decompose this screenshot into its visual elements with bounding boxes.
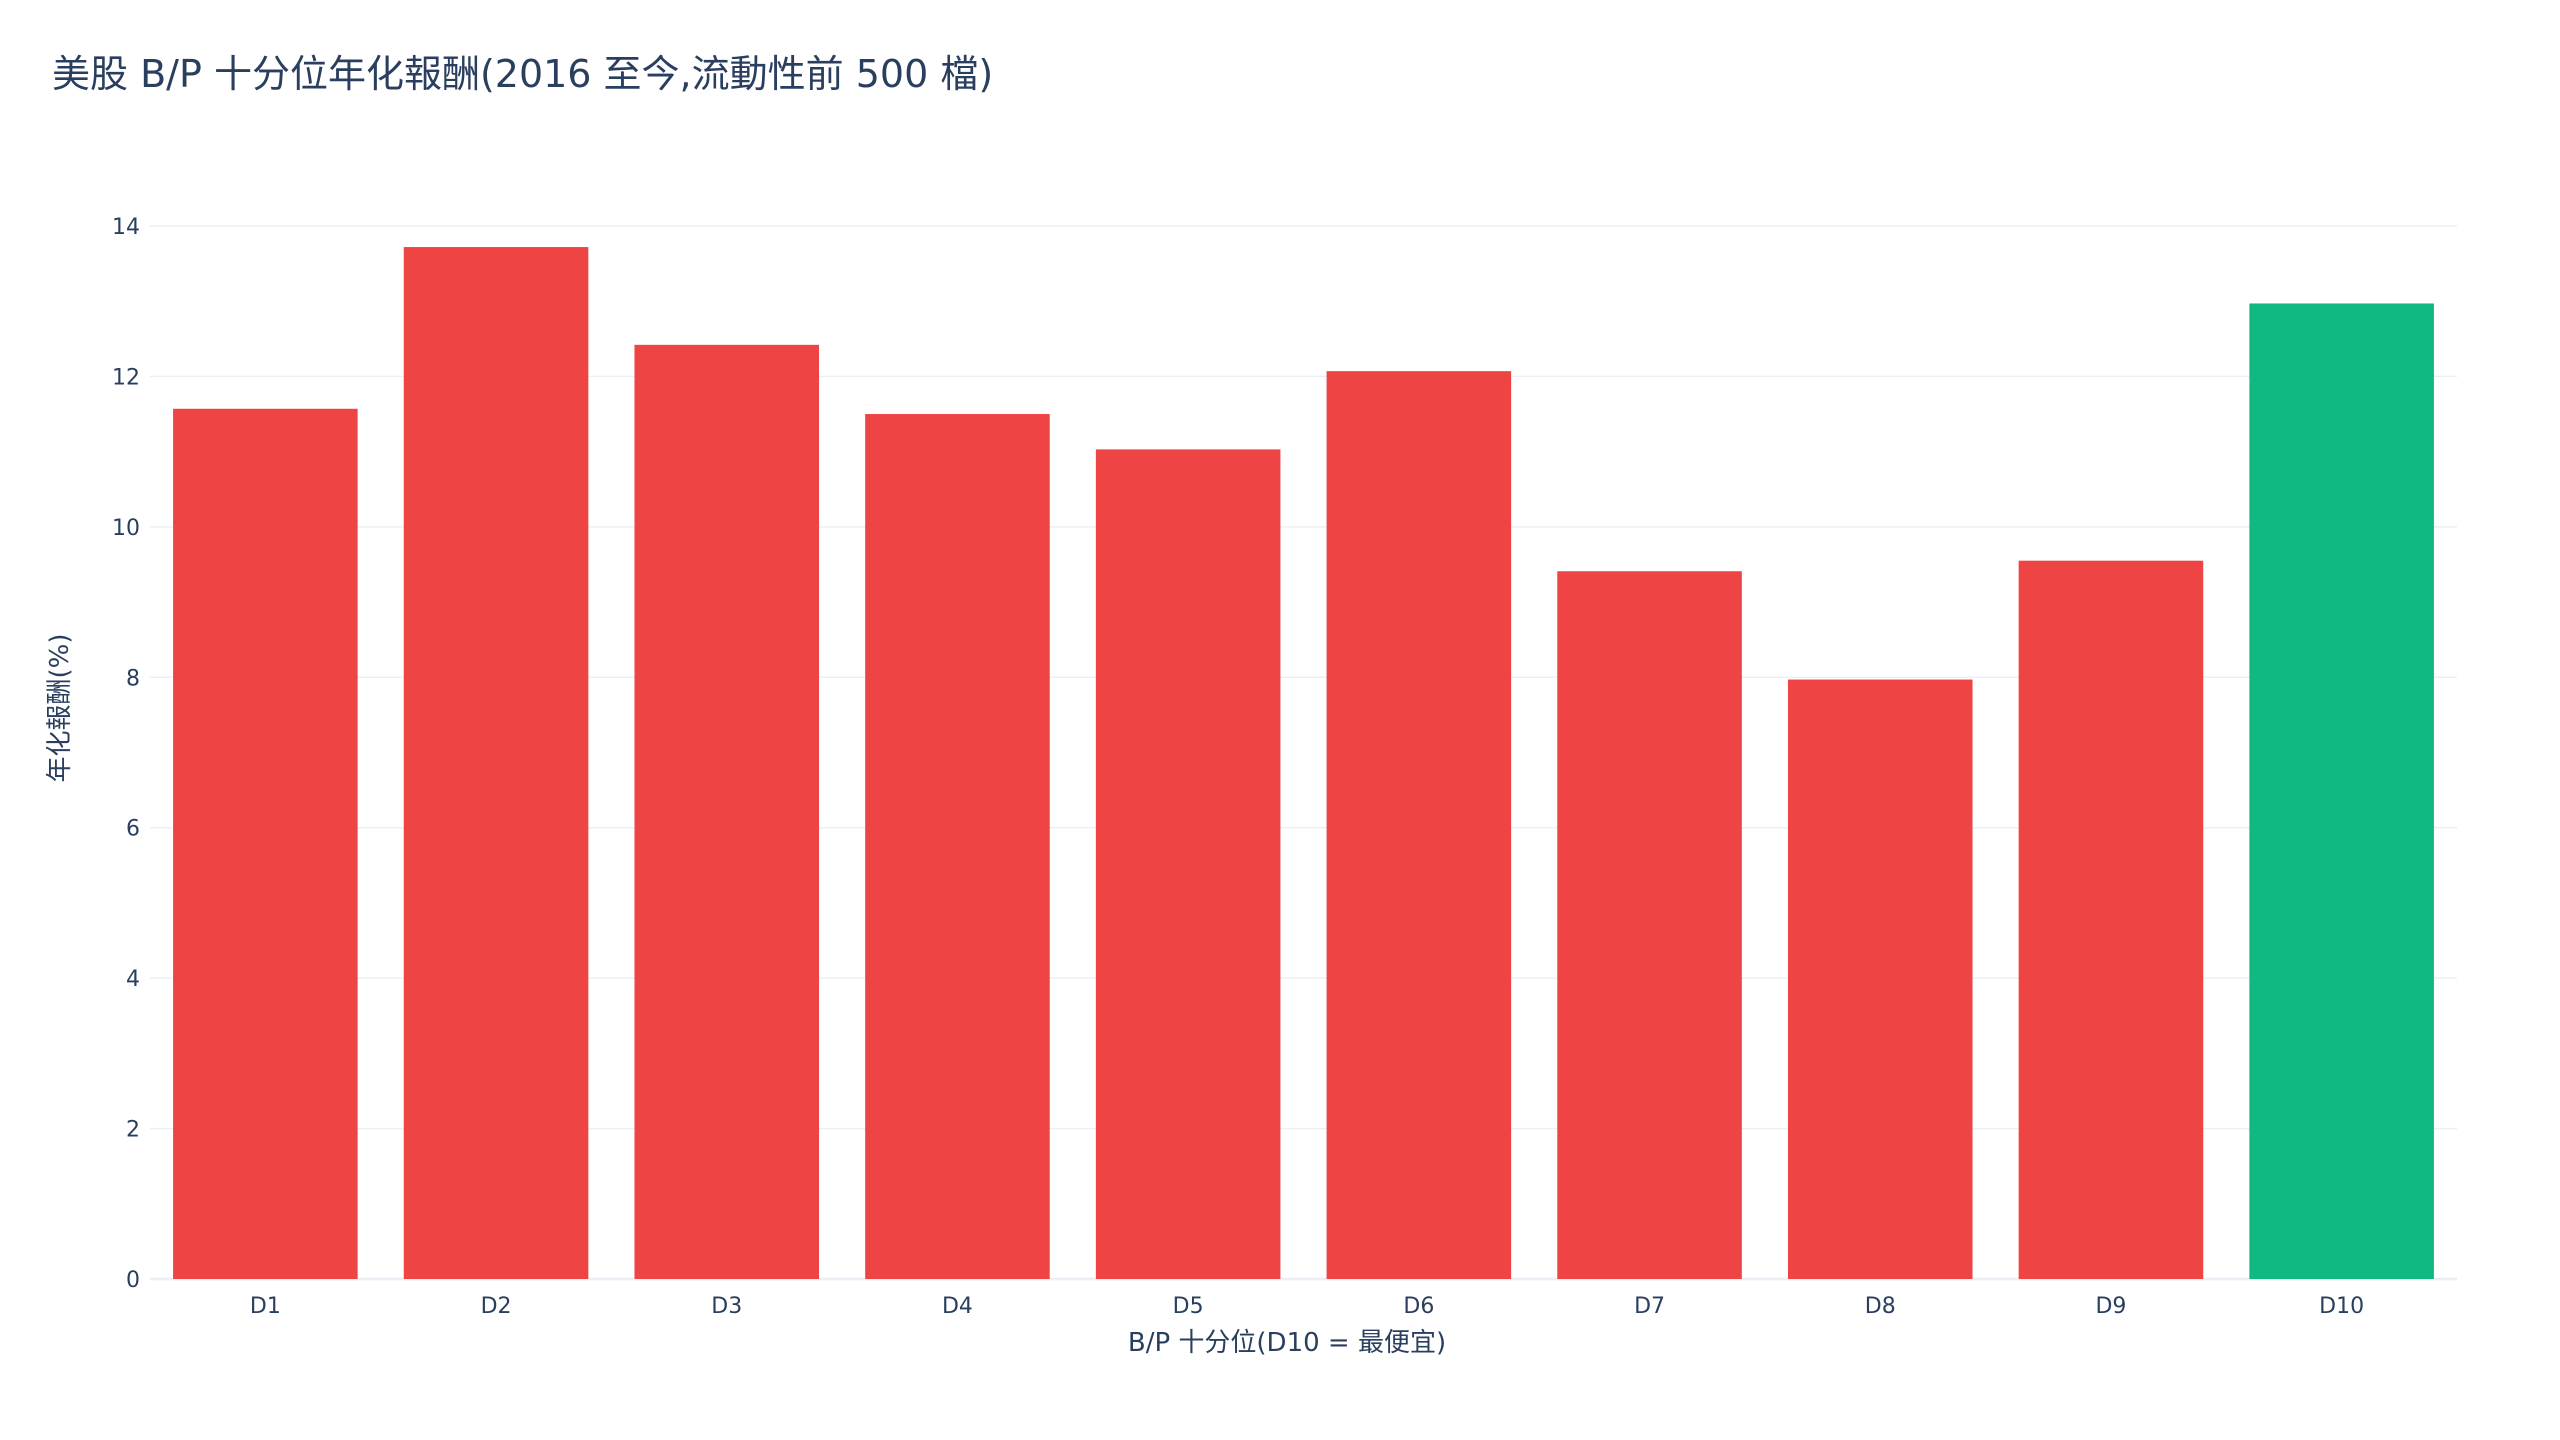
bar-d2: [403, 247, 589, 1279]
x-tick-label: D8: [1865, 1294, 1896, 1319]
bar-d8: [1787, 679, 1973, 1279]
x-tick-label: D3: [711, 1294, 742, 1319]
x-axis-ticks: D1 D2 D3 D4 D5 D6 D7 D8 D9 D10: [250, 1294, 2364, 1319]
y-tick-label: 12: [112, 365, 140, 390]
x-tick-label: D5: [1173, 1294, 1204, 1319]
bar-d7: [1557, 571, 1742, 1279]
bar-d1: [173, 408, 358, 1279]
x-tick-label: D4: [942, 1294, 973, 1319]
y-tick-label: 0: [126, 1268, 140, 1293]
y-axis-ticks: 0 2 4 6 8 10 12 14: [112, 215, 140, 1293]
x-axis-title: B/P 十分位(D10 = 最便宜): [1128, 1328, 1446, 1358]
x-tick-label: D7: [1634, 1294, 1665, 1319]
y-tick-label: 6: [126, 817, 140, 842]
chart-title: 美股 B/P 十分位年化報酬(2016 至今,流動性前 500 檔): [52, 52, 993, 96]
y-tick-label: 8: [126, 666, 140, 691]
bar-d10: [2249, 303, 2434, 1279]
y-tick-label: 4: [126, 967, 140, 992]
x-tick-label: D10: [2319, 1294, 2364, 1319]
bar-d4: [865, 414, 1050, 1279]
y-axis-title: 年化報酬(%): [45, 634, 75, 783]
y-tick-label: 14: [112, 215, 140, 240]
bar-d9: [2018, 560, 2204, 1279]
x-tick-label: D2: [481, 1294, 512, 1319]
x-tick-label: D9: [2095, 1294, 2126, 1319]
bar-d5: [1095, 449, 1281, 1279]
y-tick-label: 2: [126, 1118, 140, 1143]
bars: [173, 247, 2434, 1279]
bar-d6: [1326, 371, 1512, 1279]
x-tick-label: D6: [1403, 1294, 1434, 1319]
x-tick-label: D1: [250, 1294, 281, 1319]
bar-d3: [634, 344, 820, 1279]
y-tick-label: 10: [112, 516, 140, 541]
